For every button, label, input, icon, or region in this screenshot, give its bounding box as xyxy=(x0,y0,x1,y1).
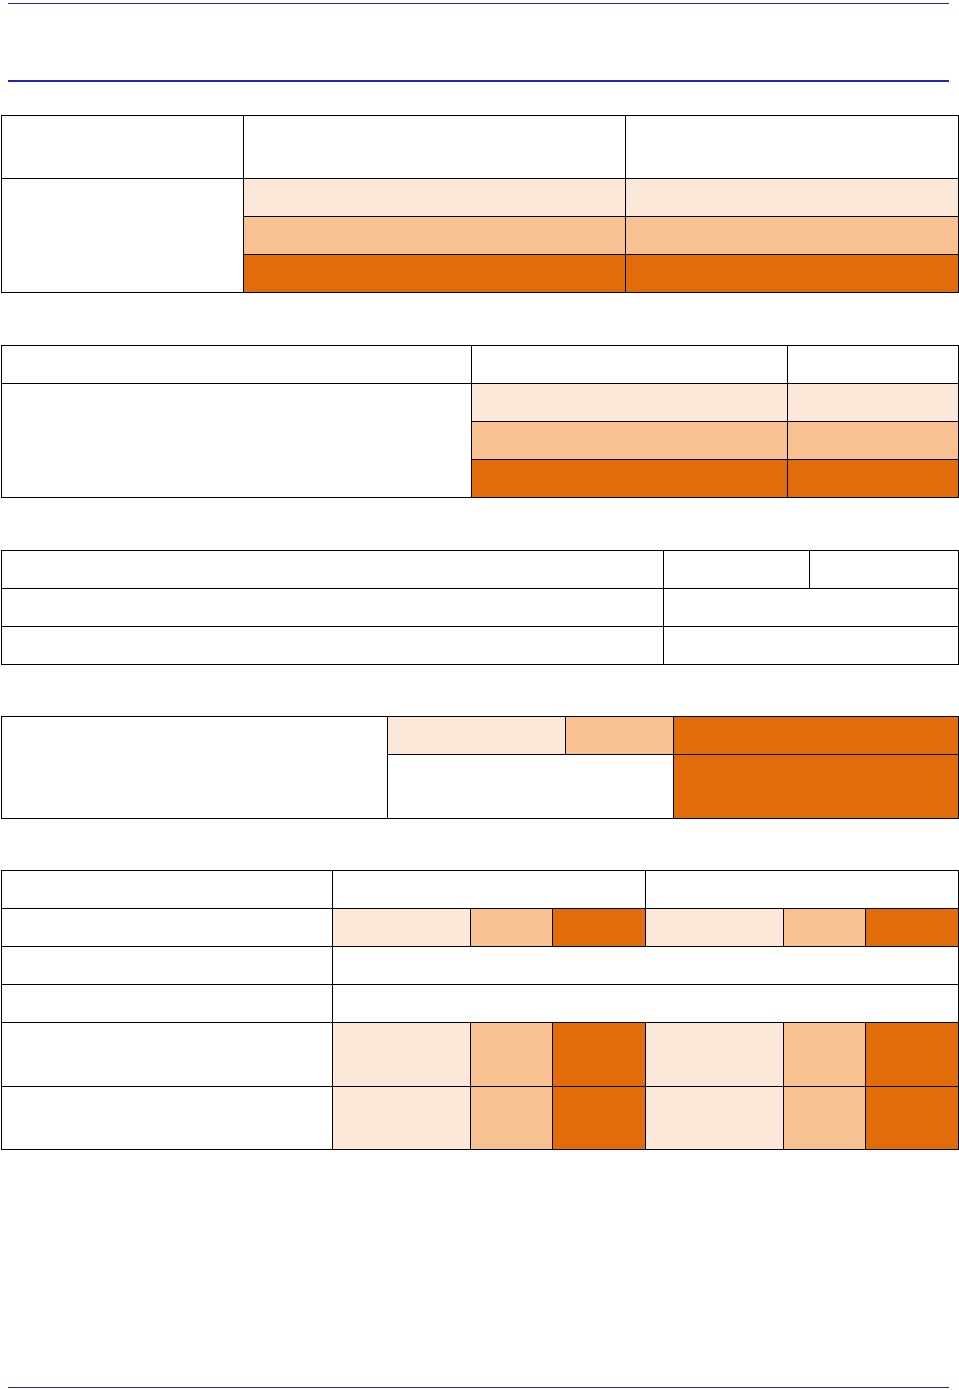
table-cell xyxy=(1,588,664,627)
table-cell xyxy=(625,115,959,179)
header-top-rule xyxy=(8,3,949,4)
table-cell xyxy=(787,459,959,498)
table-cell xyxy=(783,908,866,947)
table-cell xyxy=(673,754,959,819)
table-cell xyxy=(1,178,244,293)
table-cell xyxy=(387,754,674,819)
table-cell xyxy=(787,421,959,460)
table-cell xyxy=(865,908,959,947)
table-cell xyxy=(809,550,959,589)
table-cell xyxy=(471,345,788,384)
table-cell xyxy=(1,1086,333,1150)
table-cell xyxy=(787,383,959,422)
table-cell xyxy=(1,550,664,589)
table-cell xyxy=(645,1022,784,1087)
table-cell xyxy=(470,1022,553,1087)
table-cell xyxy=(1,626,664,665)
table-cell xyxy=(1,1022,333,1087)
table-cell xyxy=(865,1086,959,1150)
table-cell xyxy=(552,908,646,947)
table-cell xyxy=(387,716,566,755)
table-cell xyxy=(1,908,333,947)
table-cell xyxy=(470,1086,553,1150)
table-cell xyxy=(332,870,646,909)
table-cell xyxy=(471,421,788,460)
table-cell xyxy=(865,1022,959,1087)
table-cell xyxy=(663,626,959,665)
table-cell xyxy=(243,216,626,255)
table-cell xyxy=(645,870,959,909)
table-cell xyxy=(625,216,959,255)
table-cell xyxy=(470,908,553,947)
table-cell xyxy=(332,946,959,985)
table-cell xyxy=(332,1086,471,1150)
table-cell xyxy=(1,383,472,498)
table-cell xyxy=(1,946,333,985)
table-cell xyxy=(1,870,333,909)
table-cell xyxy=(243,115,626,179)
table-cell xyxy=(787,345,959,384)
table-cell xyxy=(673,716,959,755)
table-cell xyxy=(332,1022,471,1087)
table-cell xyxy=(625,178,959,217)
table-cell xyxy=(243,254,626,293)
table-cell xyxy=(552,1086,646,1150)
table-cell xyxy=(663,550,810,589)
table-cell xyxy=(565,716,674,755)
table-cell xyxy=(1,716,388,819)
table-cell xyxy=(663,588,959,627)
table-cell xyxy=(332,984,959,1023)
table-cell xyxy=(1,345,472,384)
table-cell xyxy=(471,459,788,498)
table-cell xyxy=(625,254,959,293)
footer-rule xyxy=(8,1387,949,1388)
table-cell xyxy=(332,908,471,947)
table-cell xyxy=(1,115,244,179)
table-cell xyxy=(1,984,333,1023)
table-cell xyxy=(783,1022,866,1087)
table-cell xyxy=(243,178,626,217)
table-cell xyxy=(645,908,784,947)
table-cell xyxy=(645,1086,784,1150)
header-bottom-rule xyxy=(8,80,949,82)
table-cell xyxy=(552,1022,646,1087)
table-cell xyxy=(471,383,788,422)
table-cell xyxy=(783,1086,866,1150)
